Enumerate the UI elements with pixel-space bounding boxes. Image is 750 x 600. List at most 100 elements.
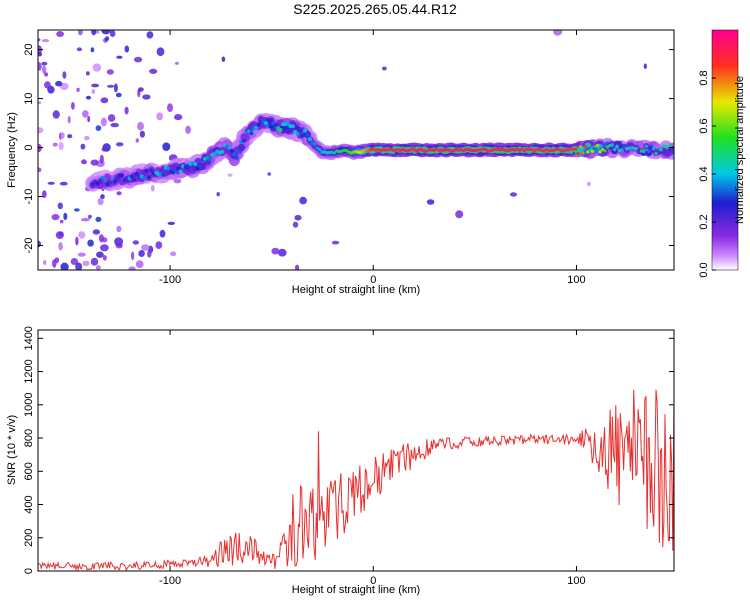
heatmap-ridge-cell: [227, 145, 232, 150]
snr-series-line: [38, 389, 674, 571]
heatmap-ridge-cell: [178, 169, 183, 174]
heatmap-noise-cell: [59, 219, 64, 224]
snr-ytick-label: 200: [23, 529, 35, 547]
heatmap-noise-cell: [155, 241, 163, 250]
heatmap-ridge-cell: [268, 124, 273, 129]
heatmap-noise-cell: [86, 71, 90, 76]
heatmap-ridge-cell: [471, 148, 475, 153]
heatmap-noise-cell: [77, 252, 86, 257]
heatmap-ridge-cell: [300, 133, 305, 138]
heatmap-noise-cell: [553, 30, 563, 36]
heatmap-noise-cell: [174, 114, 183, 121]
heatmap-noise-cell: [96, 251, 104, 258]
heatmap-noise-cell: [643, 63, 647, 69]
heatmap-noise-cell: [221, 56, 226, 62]
heatmap-noise-cell: [78, 231, 86, 239]
heatmap-noise-cell: [115, 142, 124, 147]
heatmap-ridge-cell: [534, 147, 539, 152]
heatmap-noise-cell: [124, 106, 129, 115]
heatmap-noise-cell: [159, 229, 166, 238]
heatmap-noise-cell: [109, 30, 116, 37]
heatmap-noise-cell: [78, 30, 83, 36]
spectrogram-xtick-label: 0: [370, 274, 376, 286]
heatmap-noise-cell: [60, 82, 69, 91]
heatmap-ridge-cell: [581, 151, 585, 155]
heatmap-ridge-cell: [615, 144, 619, 148]
heatmap-noise-cell: [47, 181, 55, 185]
heatmap-ridge-cell: [622, 145, 627, 149]
heatmap-ridge-cell: [486, 149, 490, 153]
heatmap-noise-cell: [54, 257, 60, 264]
spectrogram-xtick-label: -100: [159, 274, 181, 286]
heatmap-ridge-cell: [149, 168, 154, 173]
heatmap-ridge-cell: [242, 139, 246, 143]
heatmap-ridge-cell: [107, 180, 112, 185]
heatmap-noise-cell: [99, 154, 104, 164]
heatmap-noise-cell: [294, 214, 302, 221]
colorbar-tick-label: 0.4: [698, 166, 710, 181]
heatmap-noise-cell: [142, 94, 151, 100]
heatmap-ridge-cell: [642, 149, 646, 154]
heatmap-noise-cell: [57, 202, 63, 210]
heatmap-ridge-cell: [359, 150, 363, 154]
heatmap-noise-cell: [58, 141, 64, 151]
snr-ytick-label: 800: [23, 429, 35, 447]
heatmap-noise-cell: [55, 231, 64, 240]
heatmap-noise-cell: [38, 62, 42, 71]
heatmap-noise-cell: [173, 178, 182, 184]
heatmap-ridge-cell: [161, 172, 166, 177]
snr-xtick-label: -100: [159, 575, 181, 587]
heatmap-noise-cell: [134, 56, 143, 63]
heatmap-noise-cell: [51, 214, 60, 221]
heatmap-noise-cell: [59, 181, 68, 186]
heatmap-noise-cell: [216, 192, 220, 197]
heatmap-noise-cell: [67, 116, 71, 124]
heatmap-noise-cell: [426, 199, 435, 205]
heatmap-noise-cell: [62, 71, 67, 79]
heatmap-ridge-cell: [313, 142, 317, 146]
heatmap-noise-cell: [90, 257, 99, 266]
heatmap-noise-cell: [116, 225, 122, 233]
heatmap-ridge-cell: [595, 143, 600, 148]
heatmap-noise-cell: [92, 63, 102, 72]
heatmap-noise-cell: [106, 69, 114, 75]
heatmap-noise-cell: [149, 68, 158, 74]
spectrogram-heatmap: [38, 30, 674, 270]
heatmap-noise-cell: [167, 103, 173, 112]
heatmap-noise-cell: [38, 52, 43, 57]
heatmap-noise-cell: [56, 31, 64, 37]
heatmap-noise-cell: [38, 167, 42, 173]
heatmap-noise-cell: [91, 89, 96, 94]
heatmap-noise-cell: [107, 114, 116, 122]
heatmap-noise-cell: [267, 172, 272, 176]
heatmap-noise-cell: [455, 210, 464, 219]
heatmap-noise-cell: [38, 101, 42, 105]
heatmap-ridge-cell: [115, 176, 120, 181]
heatmap-noise-cell: [271, 247, 280, 255]
heatmap-noise-cell: [299, 196, 307, 205]
heatmap-noise-cell: [87, 239, 94, 247]
heatmap-ridge-cell: [564, 148, 568, 152]
heatmap-ridge-cell: [132, 178, 137, 182]
colorbar-gradient: [711, 29, 739, 271]
heatmap-noise-cell: [107, 84, 115, 88]
heatmap-noise-cell: [70, 258, 79, 265]
colorbar-tick-label: 0.6: [698, 118, 710, 133]
spectrogram-ytick-label: 0: [23, 144, 35, 150]
colorbar: 0.0 0.2 0.4 0.6 0.8 Normalized spectral ampl…: [698, 29, 746, 278]
heatmap-noise-cell: [38, 240, 41, 248]
snr-ytick-label: 0: [23, 568, 35, 574]
heatmap-noise-cell: [116, 55, 123, 59]
heatmap-ridge-cell: [520, 147, 524, 151]
heatmap-ridge-cell: [452, 149, 456, 153]
heatmap-noise-cell: [95, 125, 102, 131]
heatmap-ridge-cell: [207, 157, 212, 162]
colorbar-ticks: 0.0 0.2 0.4 0.6 0.8: [698, 70, 716, 278]
heatmap-noise-cell: [38, 38, 41, 42]
snr-ytick-label: 1000: [23, 393, 35, 417]
heatmap-noise-cell: [98, 234, 104, 243]
heatmap-noise-cell: [90, 159, 99, 166]
heatmap-noise-cell: [74, 208, 80, 212]
heatmap-ridge-cell: [493, 147, 497, 151]
